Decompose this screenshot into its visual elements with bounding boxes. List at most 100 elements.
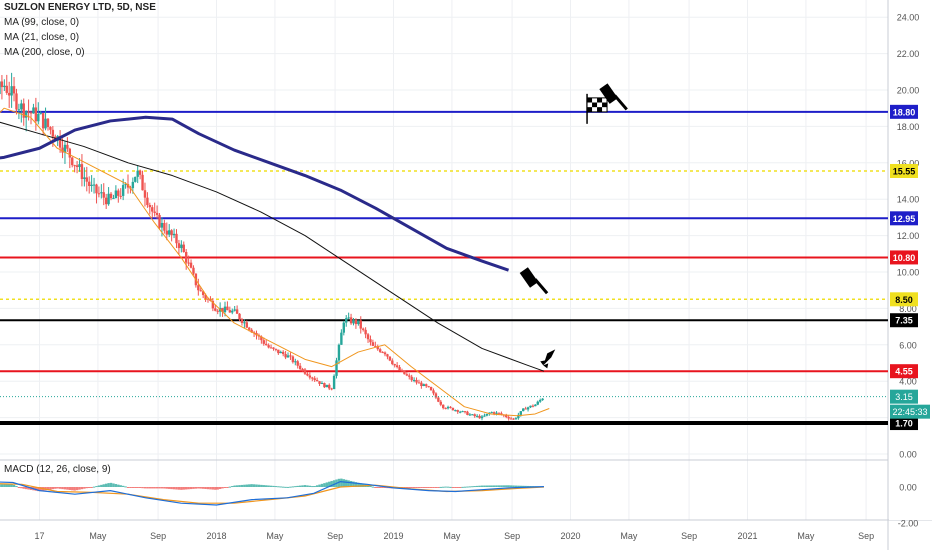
macd-histogram-bar: [228, 486, 232, 488]
macd-histogram-bar: [269, 485, 273, 487]
candle-body: [216, 310, 219, 312]
candle-body: [10, 86, 13, 96]
time-tick-label: Sep: [504, 531, 520, 541]
candle-body: [468, 414, 472, 416]
gavel-icon[interactable]: [599, 83, 628, 111]
macd-histogram-bar: [522, 485, 525, 487]
macd-histogram-bar: [505, 485, 508, 487]
macd-histogram-bar: [73, 487, 76, 491]
macd-histogram-bar: [206, 487, 210, 490]
level-badge-label: 8.50: [895, 295, 913, 305]
level-badge[interactable]: [890, 313, 918, 328]
legend-ma-200[interactable]: MA (200, close, 0): [4, 47, 85, 58]
price-tick-label: 4.00: [899, 377, 917, 387]
macd-histogram-bar: [255, 484, 258, 487]
price-tick-label: 20.00: [897, 86, 920, 96]
candle-body: [286, 355, 290, 358]
macd-histogram-bar: [248, 484, 251, 487]
checkered-flag-icon[interactable]: [586, 93, 608, 124]
price-tick-label: 12.00: [897, 231, 920, 241]
macd-histogram-bar: [328, 481, 331, 487]
level-badge[interactable]: [890, 292, 918, 307]
candle-body: [226, 306, 229, 311]
macd-histogram-bar: [291, 486, 295, 488]
candle-body: [369, 339, 372, 343]
time-tick-label: Sep: [858, 531, 874, 541]
countdown-badge[interactable]: [890, 404, 930, 419]
candle-body: [451, 407, 455, 411]
macd-histogram-bar: [383, 487, 387, 488]
gavel-handle: [613, 94, 628, 111]
candle-body: [478, 415, 481, 419]
candle-body: [480, 416, 484, 419]
macd-histogram-bar: [163, 487, 166, 489]
macd-histogram-bar: [412, 487, 416, 488]
macd-histogram-bar: [180, 487, 183, 490]
candle-body: [24, 111, 28, 118]
macd-legend[interactable]: MACD (12, 26, close, 9): [4, 464, 111, 475]
candle-body: [49, 126, 52, 130]
candle-body: [238, 313, 241, 320]
rocket-icon[interactable]: [540, 349, 556, 369]
macd-histogram-bar: [61, 487, 64, 490]
candle-body: [177, 243, 181, 249]
macd-histogram-bar: [129, 487, 132, 488]
candle-body: [517, 414, 520, 419]
candle-body: [267, 345, 270, 348]
candle-body: [165, 230, 168, 235]
price-tick-label: 22.00: [897, 49, 920, 59]
horizontal-levels[interactable]: [0, 110, 888, 426]
macd-histogram-bar: [323, 483, 326, 487]
rocket-fins: [540, 360, 549, 369]
drawing-annotations[interactable]: [519, 83, 628, 369]
candle-body: [349, 317, 353, 324]
level-badge[interactable]: [890, 416, 918, 431]
candle-body: [151, 207, 154, 212]
level-badge[interactable]: [890, 364, 918, 379]
time-tick-label: 2018: [206, 531, 226, 541]
time-tick-label: May: [443, 531, 461, 541]
countdown-label: 22:45:33: [892, 407, 927, 417]
candle-body: [235, 309, 239, 314]
candle-body: [5, 85, 8, 93]
macd-histogram-bar: [308, 485, 312, 487]
price-tick-label: 16.00: [897, 158, 920, 168]
gavel-icon[interactable]: [519, 267, 549, 295]
macd-histogram-bar: [141, 487, 144, 489]
last-price-badge[interactable]: [890, 389, 918, 404]
macd-histogram-bar: [20, 487, 23, 489]
time-tick-label: 2019: [383, 531, 403, 541]
macd-histogram-bar: [46, 487, 50, 490]
macd-histogram-bar: [218, 487, 222, 489]
candle-body: [223, 306, 227, 313]
candle-body: [526, 407, 530, 410]
candle-body: [104, 197, 108, 205]
macd-histogram-bar: [0, 484, 1, 487]
legend-ma-99[interactable]: MA (99, close, 0): [4, 17, 80, 28]
price-axis[interactable]: 24.00 22.00 20.00 18.00 16.00 14.00 12.00 10.00…: [889, 0, 932, 529]
candle-body: [485, 413, 489, 416]
candle-body: [260, 336, 263, 341]
candle-body: [107, 193, 110, 205]
candle-body: [180, 244, 183, 249]
candle-body: [323, 383, 326, 388]
macd-histogram-bar: [238, 485, 241, 487]
macd-histogram-bar: [378, 487, 382, 488]
macd-histogram-bar: [442, 486, 445, 488]
level-badge[interactable]: [890, 250, 918, 265]
level-badge[interactable]: [890, 163, 918, 178]
legend-ma-21[interactable]: MA (21, close, 0): [4, 32, 80, 43]
time-tick-label: Sep: [681, 531, 697, 541]
time-axis[interactable]: 17 May Sep 2018 May Sep 2019 May Sep 2020 May Sep 20…: [34, 531, 874, 541]
candle-body: [386, 354, 389, 357]
level-badge[interactable]: [890, 104, 918, 119]
candle-body: [364, 329, 367, 335]
candle-body: [296, 361, 299, 366]
level-badge[interactable]: [890, 211, 918, 226]
macd-histogram-bar: [211, 487, 215, 490]
candle-body: [361, 328, 365, 330]
macd-histogram-bar: [177, 487, 181, 490]
price-tick-label: 18.00: [897, 122, 920, 132]
candle-body: [345, 318, 348, 323]
